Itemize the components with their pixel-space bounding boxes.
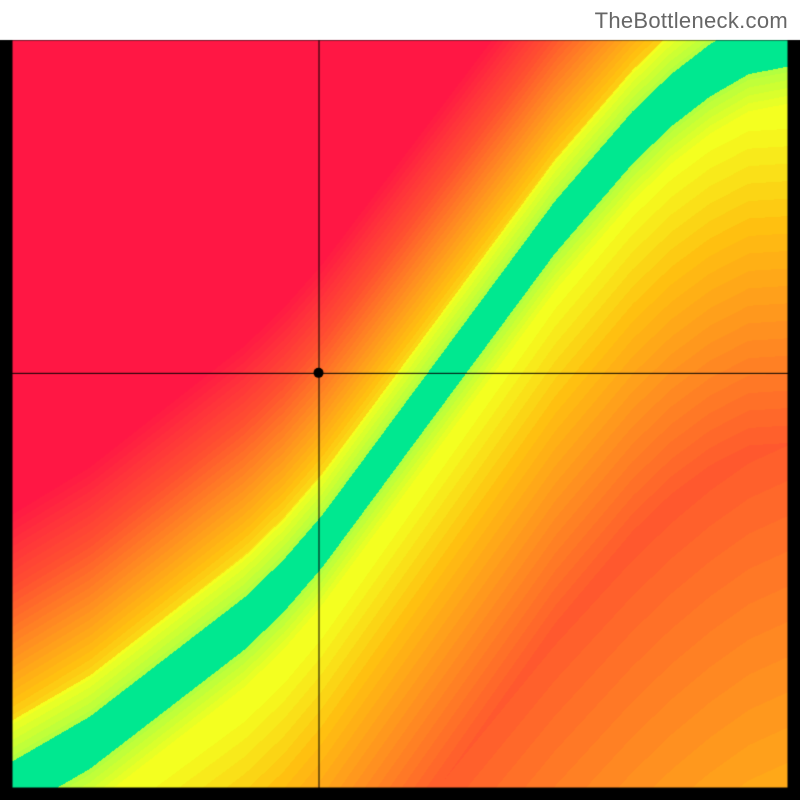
watermark-text: TheBottleneck.com	[595, 8, 788, 34]
bottleneck-heatmap	[0, 0, 800, 800]
chart-container: TheBottleneck.com	[0, 0, 800, 800]
